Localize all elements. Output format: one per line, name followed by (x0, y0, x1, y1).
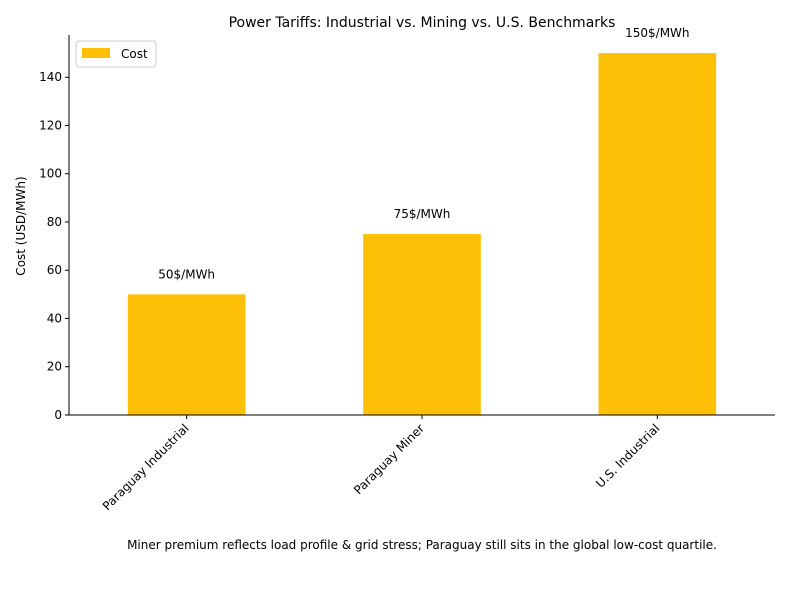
legend-swatch-cost (82, 48, 110, 58)
data-label-3: 150$/MWh (625, 26, 689, 40)
y-tick-label-80: 80 (47, 215, 62, 229)
data-label-1: 50$/MWh (158, 267, 215, 281)
x-ticks-layer: Paraguay Industrial Paraguay Miner U.S. In… (100, 415, 662, 513)
y-ticks-layer: 0 20 40 60 80 100 120 140 (39, 70, 69, 422)
y-tick-label-120: 120 (39, 118, 62, 132)
bar-3 (598, 53, 717, 415)
chart-title: Power Tariffs: Industrial vs. Mining vs.… (229, 15, 616, 31)
legend: Cost (75, 40, 157, 68)
bar-1 (127, 294, 246, 415)
x-tick-label-1: Paraguay Industrial (100, 421, 192, 513)
legend-label-cost: Cost (121, 47, 148, 61)
y-tick-label-60: 60 (47, 263, 62, 277)
data-label-2: 75$/MWh (394, 207, 451, 221)
bar-2 (363, 234, 481, 415)
y-tick-label-20: 20 (47, 360, 62, 374)
y-tick-label-100: 100 (39, 167, 62, 181)
x-tick-label-3: U.S. Industrial (593, 421, 662, 490)
data-labels-layer: 50$/MWh 75$/MWh 150$/MWh (158, 26, 689, 281)
bars-layer (127, 53, 717, 415)
legend-box (75, 40, 157, 68)
y-tick-label-140: 140 (39, 70, 62, 84)
y-tick-label-40: 40 (47, 311, 62, 325)
y-tick-label-0: 0 (54, 408, 62, 422)
chart-caption: Miner premium reflects load profile & gr… (127, 538, 717, 552)
y-axis-label: Cost (USD/MWh) (14, 176, 28, 275)
x-tick-label-2: Paraguay Miner (351, 421, 427, 497)
